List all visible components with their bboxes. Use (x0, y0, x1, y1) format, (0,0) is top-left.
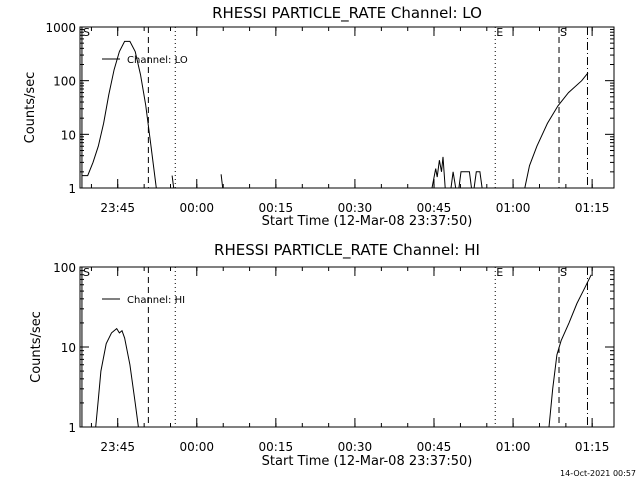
x-tick-label: 23:45 (100, 440, 135, 454)
y-tick-label: 100 (53, 261, 76, 275)
time-marker-label: E (496, 26, 503, 39)
y-axis-label: Counts/sec (23, 72, 38, 144)
time-marker-label: S (83, 26, 90, 39)
x-tick-label: 00:45 (417, 201, 452, 215)
plot-frame (79, 26, 615, 189)
series-line (524, 72, 589, 189)
x-tick-label: 00:00 (179, 440, 214, 454)
x-axis-label: Start Time (12-Mar-08 23:37:50) (262, 214, 473, 229)
y-tick-label: 100 (53, 75, 76, 89)
series-line (548, 274, 592, 428)
x-tick-label: 01:15 (575, 201, 610, 215)
x-tick-label: 00:15 (259, 201, 294, 215)
x-tick-label: 01:00 (496, 440, 531, 454)
x-tick-label: 00:30 (338, 201, 373, 215)
chart-panel-0: RHESSI PARTICLE_RATE Channel: LO 1 10 100 10… (23, 4, 615, 229)
x-tick-label: 00:00 (179, 201, 214, 215)
x-axis-label: Start Time (12-Mar-08 23:37:50) (262, 454, 473, 469)
y-tick-label: 10 (61, 341, 76, 355)
x-tick-label: 00:30 (338, 440, 373, 454)
time-marker-label: E (496, 266, 503, 279)
y-tick-label: 1 (68, 421, 76, 435)
series-line (431, 156, 446, 189)
y-tick-label: 1000 (45, 21, 76, 35)
x-tick-label: 01:00 (496, 201, 531, 215)
x-tick-label: 00:15 (259, 440, 294, 454)
series-line (458, 171, 472, 189)
time-marker-label: S (83, 266, 90, 279)
y-tick-label: 1 (68, 182, 76, 196)
time-marker-label: S (560, 26, 567, 39)
chart-title: RHESSI PARTICLE_RATE Channel: LO (212, 4, 482, 23)
legend-label: Channel: LO (127, 55, 188, 66)
footer-timestamp: 14-Oct-2021 00:57 (560, 469, 636, 478)
series-line (450, 171, 457, 189)
series-line (95, 327, 139, 428)
x-tick-label: 23:45 (100, 201, 135, 215)
chart-title: RHESSI PARTICLE_RATE Channel: HI (214, 241, 480, 260)
series-line (473, 171, 483, 189)
x-tick-label: 00:45 (417, 440, 452, 454)
x-tick-label: 01:15 (575, 440, 610, 454)
chart-panel-1: RHESSI PARTICLE_RATE Channel: HI 1 10 100 23… (29, 241, 615, 469)
series-line (220, 174, 224, 189)
plot-frame (79, 266, 615, 428)
series-line (82, 40, 157, 189)
y-axis-label: Counts/sec (29, 311, 44, 383)
y-tick-label: 10 (61, 128, 76, 142)
time-marker-label: S (560, 266, 567, 279)
legend-label: Channel: HI (127, 295, 185, 306)
series-line (171, 175, 175, 189)
